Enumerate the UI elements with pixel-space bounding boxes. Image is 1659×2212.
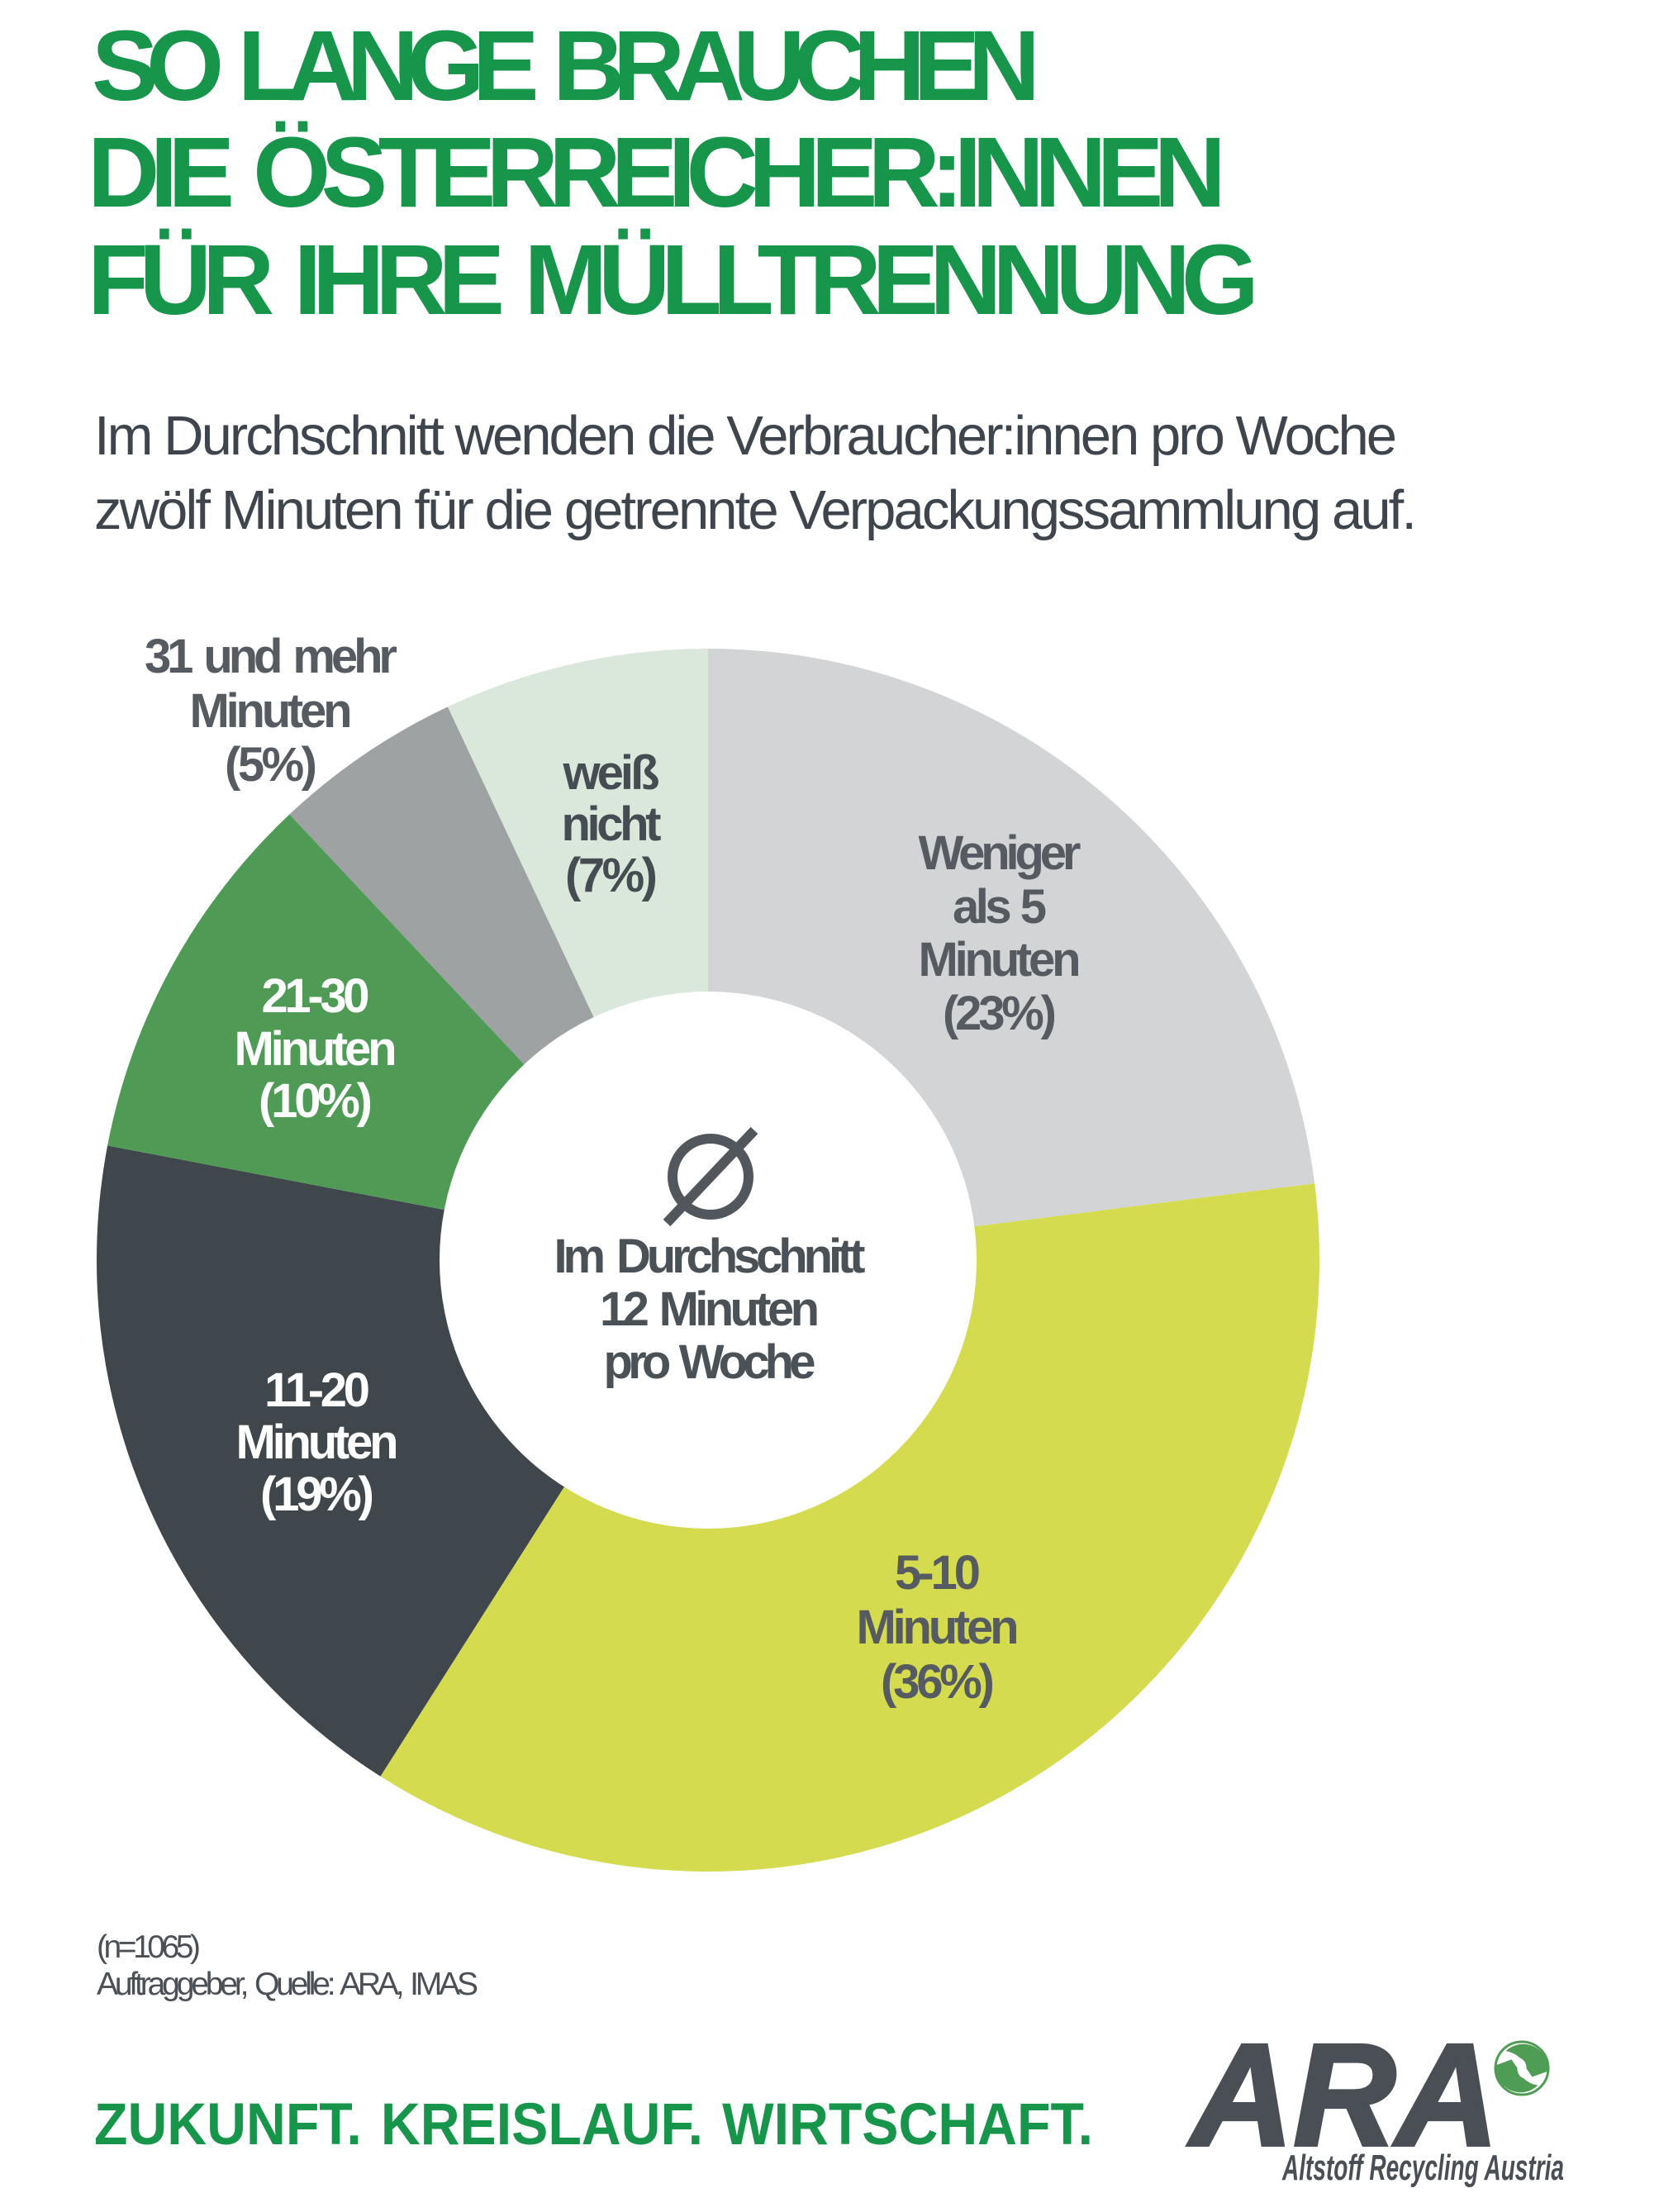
svg-text:(19%): (19%) <box>260 1468 374 1521</box>
svg-text:zwölf Minuten für die getrennt: zwölf Minuten für die getrennte Verpacku… <box>94 479 1417 541</box>
svg-text:5-10: 5-10 <box>895 1546 981 1600</box>
svg-text:Minuten: Minuten <box>190 684 353 738</box>
svg-text:Im Durchschnitt wenden die Ver: Im Durchschnitt wenden die Verbraucher:i… <box>94 405 1397 467</box>
svg-text:DIE ÖSTERREICHER:INNEN: DIE ÖSTERREICHER:INNEN <box>88 116 1226 228</box>
svg-text:weiß: weiß <box>563 746 660 800</box>
svg-text:ARA: ARA <box>1187 2015 1499 2176</box>
svg-text:Minuten: Minuten <box>919 933 1081 987</box>
svg-text:21-30: 21-30 <box>262 969 370 1023</box>
svg-text:ZUKUNFT. KREISLAUF. WIRTSCHAFT: ZUKUNFT. KREISLAUF. WIRTSCHAFT. <box>94 2092 1093 2157</box>
svg-text:pro Woche: pro Woche <box>604 1335 816 1389</box>
svg-text:FÜR IHRE MÜLLTRENNUNG: FÜR IHRE MÜLLTRENNUNG <box>88 223 1259 335</box>
svg-text:(10%): (10%) <box>259 1074 373 1128</box>
svg-text:Auftraggeber, Quelle: ARA, IMA: Auftraggeber, Quelle: ARA, IMAS <box>97 1967 478 2002</box>
svg-text:31 und mehr: 31 und mehr <box>145 630 397 683</box>
svg-text:Im Durchschnitt: Im Durchschnitt <box>554 1230 866 1283</box>
svg-text:(23%): (23%) <box>943 987 1057 1040</box>
svg-text:12 Minuten: 12 Minuten <box>600 1282 820 1336</box>
svg-text:als 5: als 5 <box>953 880 1047 934</box>
svg-text:Minuten: Minuten <box>235 1022 397 1076</box>
svg-text:Altstoff Recycling Austria: Altstoff Recycling Austria <box>1281 2148 1564 2188</box>
svg-text:Minuten: Minuten <box>236 1415 399 1469</box>
svg-text:11-20: 11-20 <box>264 1363 370 1417</box>
svg-text:nicht: nicht <box>562 797 662 851</box>
svg-text:(5%): (5%) <box>225 738 317 792</box>
svg-text:SO LANGE BRAUCHEN: SO LANGE BRAUCHEN <box>92 9 1040 121</box>
svg-text:(n=1065): (n=1065) <box>97 1929 201 1965</box>
svg-text:(7%): (7%) <box>565 849 658 902</box>
svg-text:Minuten: Minuten <box>857 1601 1020 1654</box>
svg-text:(36%): (36%) <box>881 1655 995 1709</box>
svg-text:Weniger: Weniger <box>919 826 1081 880</box>
